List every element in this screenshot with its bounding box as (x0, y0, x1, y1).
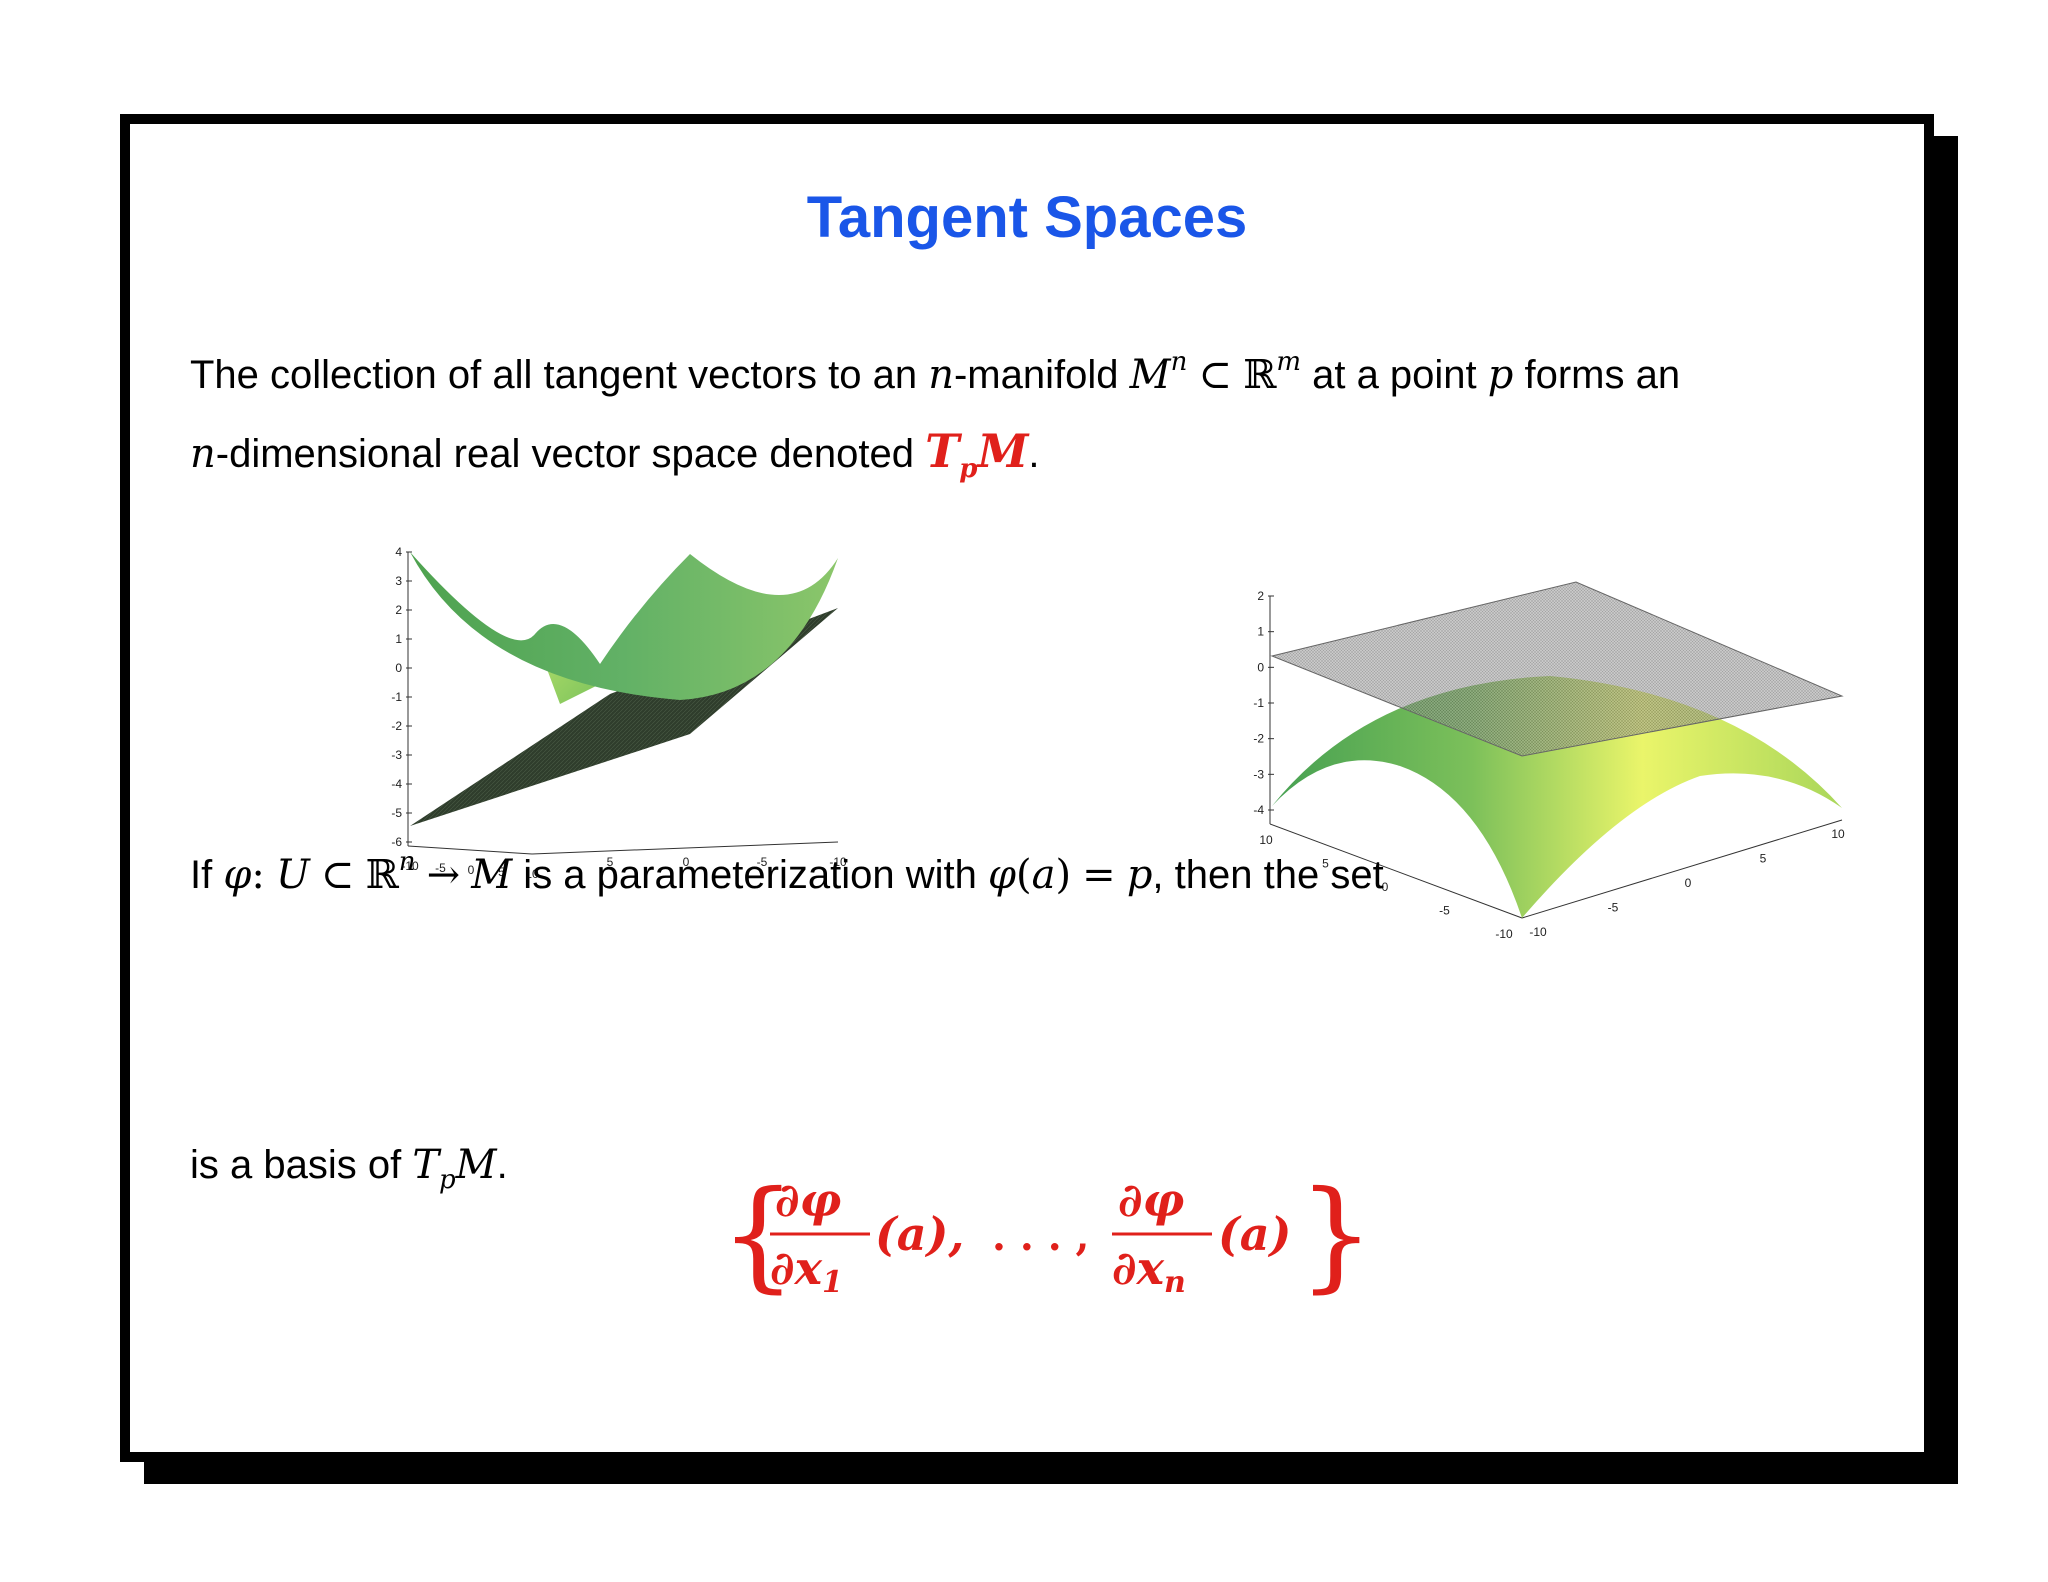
right-z-tick-labels: 2 1 0 -1 -2 -3 -4 (1253, 589, 1274, 817)
left-y-tick: -10 (829, 855, 847, 869)
right-right-tick-labels: -10 -5 0 5 10 (1529, 827, 1845, 939)
right-z-tick: -3 (1253, 767, 1264, 781)
left-y-tick-labels: 5 0 -5 -10 (607, 855, 847, 869)
paraboloid-surface (410, 552, 838, 700)
left-z-tick: 3 (395, 574, 402, 588)
right-z-tick: 0 (1257, 660, 1264, 674)
right-left-tick: -10 (1495, 927, 1513, 941)
left-x-tick: -5 (435, 861, 446, 875)
svg-text:(a): (a) (1218, 1207, 1291, 1261)
left-y-tick: 5 (607, 855, 614, 869)
right-left-tick: 10 (1259, 833, 1273, 847)
left-y-tick: 0 (683, 855, 690, 869)
right-right-tick: 0 (1685, 876, 1692, 890)
numerator-2: ∂φ (1118, 1173, 1185, 1227)
left-z-tick: 1 (395, 632, 402, 646)
left-z-tick: 2 (395, 603, 402, 617)
basis-formula: { ∂φ ∂x1 (a), . . . , ∂φ ∂xn (a) } (720, 1166, 1374, 1304)
slide-title: Tangent Spaces (806, 185, 1248, 250)
right-base-right (1521, 819, 1843, 919)
right-right-tick: 10 (1831, 827, 1845, 841)
left-z-tick: 4 (395, 545, 402, 559)
right-z-tick: 2 (1257, 589, 1264, 603)
tangent-space-symbol: T (925, 424, 960, 478)
left-base-axis-1 (407, 845, 533, 855)
svg-text:(a),: (a), (875, 1207, 964, 1261)
intro-paragraph: The collection of all tangent vectors to… (190, 347, 1681, 484)
conclusion-line: is a basis of TpM. (190, 1142, 508, 1195)
right-left-tick: 0 (1382, 880, 1389, 894)
svg-text:. . . ,: . . . , (992, 1213, 1089, 1260)
right-brace: } (1298, 1166, 1374, 1304)
left-y-tick: -5 (757, 855, 768, 869)
right-left-tick: 5 (1322, 857, 1329, 871)
right-right-tick: 5 (1760, 852, 1767, 866)
right-right-tick: -10 (1529, 925, 1547, 939)
right-z-tick: -2 (1253, 732, 1264, 746)
left-z-tick: -6 (391, 835, 402, 849)
right-base-left (1269, 823, 1523, 919)
left-z-tick: -5 (391, 806, 402, 820)
left-x-tick: 0 (468, 863, 475, 877)
left-x-tick-labels: -10 -5 0 5 10 (401, 859, 539, 881)
left-z-tick: -2 (391, 719, 402, 733)
left-z-tick: -3 (391, 748, 402, 762)
right-left-tick: -5 (1439, 904, 1450, 918)
left-base-axis-2 (531, 841, 839, 855)
left-z-tick: -4 (391, 777, 402, 791)
right-left-tick-labels: 10 5 0 -5 -10 (1259, 833, 1513, 941)
right-right-tick: -5 (1608, 901, 1619, 915)
right-z-tick: -4 (1253, 803, 1264, 817)
downward-paraboloid (1272, 676, 1842, 918)
numerator-1: ∂φ (775, 1173, 842, 1227)
parameterization-line: If φ: U ⊂ ℝn → M is a parameterization w… (190, 847, 1384, 898)
slide-frame: Tangent Spaces The collection of all tan… (120, 114, 1934, 1462)
left-z-tick: 0 (395, 661, 402, 675)
right-z-tick: -1 (1253, 696, 1264, 710)
left-x-tick: -10 (401, 859, 419, 873)
left-x-tick: 5 (498, 865, 505, 879)
left-z-tick: -1 (391, 690, 402, 704)
svg-text:∂xn: ∂xn (1112, 1241, 1186, 1300)
left-z-tick-labels: 4 3 2 1 0 -1 -2 -3 -4 -5 -6 (391, 545, 412, 849)
left-x-tick: 10 (525, 867, 539, 881)
right-tangent-plane (1270, 581, 1844, 757)
right-z-tick: 1 (1257, 625, 1264, 639)
svg-text:∂x1: ∂x1 (770, 1241, 843, 1300)
